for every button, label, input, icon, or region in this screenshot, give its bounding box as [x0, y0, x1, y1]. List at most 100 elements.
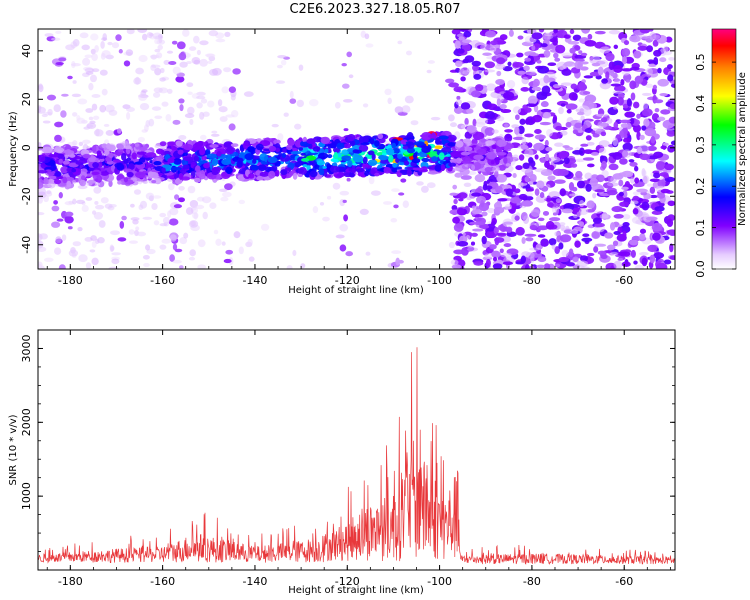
spectrogram-cell: [264, 166, 273, 173]
spectrogram-cell: [189, 249, 196, 257]
spectrogram-cell: [43, 195, 50, 203]
spectrogram-cell: [496, 173, 508, 183]
spectrogram-cell: [622, 214, 631, 220]
spectrogram-cell: [242, 141, 249, 150]
spectrogram-cell: [499, 34, 508, 41]
spectrogram-ylabel: Frequency (Hz): [8, 111, 19, 187]
spectrogram-cell: [448, 241, 455, 249]
spectrogram-cell: [612, 90, 624, 94]
spectrogram-cell: [639, 228, 647, 234]
spectrogram-cell: [669, 243, 674, 253]
spectrogram-cell: [622, 222, 630, 227]
spectrogram-cell: [543, 263, 551, 269]
spectrogram-cell: [58, 192, 63, 199]
spectrogram-cell: [524, 176, 530, 183]
spectrogram-cell: [604, 232, 614, 239]
spectrogram-cell: [564, 37, 572, 43]
spectrogram-cell: [84, 54, 93, 59]
spectrogram-cell: [629, 35, 641, 43]
spectrogram-cell: [664, 163, 675, 171]
spectrogram-cell: [579, 255, 589, 262]
spectrogram-cell: [317, 152, 329, 159]
spectrogram-cell: [334, 101, 341, 109]
spectrogram-cell: [669, 231, 675, 237]
spectrogram-cell: [485, 110, 496, 120]
spectrogram-cell: [294, 161, 302, 167]
spectrogram-cell: [621, 68, 633, 72]
spectrogram-cell: [481, 211, 488, 217]
spectrogram-cell: [355, 168, 365, 173]
spectrogram-cell: [534, 168, 547, 173]
spectrogram-cell: [654, 206, 665, 212]
spectrogram-cell: [666, 130, 675, 137]
spectrogram-cell: [670, 140, 675, 146]
spectrogram-cell: [405, 50, 413, 56]
spectrogram-cell: [213, 229, 219, 235]
spectrogram-cell: [657, 78, 669, 87]
spectrogram-cell: [578, 105, 590, 113]
spectrogram-cell: [559, 188, 567, 197]
spectrogram-cell: [392, 147, 400, 154]
spectrogram-cell: [294, 139, 303, 148]
spectrogram-cell: [421, 157, 430, 163]
spectrogram-cell: [225, 147, 235, 155]
x-tick-label: -60: [615, 575, 633, 588]
spectrogram-cell: [403, 160, 410, 166]
x-tick-label: -120: [335, 575, 360, 588]
spectrogram-xlabel: Height of straight line (km): [288, 285, 424, 296]
spectrogram-cell: [498, 164, 506, 171]
spectrogram-cell: [112, 159, 122, 163]
spectrogram-cell: [570, 83, 578, 90]
spectrogram-cell: [413, 147, 422, 152]
spectrogram-cell: [606, 189, 618, 196]
spectrogram-cell: [166, 50, 174, 54]
spectrogram-cell: [183, 156, 193, 162]
spectrogram-cell: [75, 161, 82, 165]
spectrogram-cell: [516, 52, 524, 58]
spectrogram-cell: [669, 103, 675, 110]
spectrogram-cell: [582, 157, 595, 161]
spectrogram-cell: [116, 128, 122, 134]
spectrogram-cell: [578, 98, 585, 103]
spectrogram-cell: [101, 143, 108, 149]
spectrogram-cell: [609, 96, 619, 105]
spectrogram-cell: [161, 238, 171, 244]
spectrogram-cell: [525, 70, 537, 76]
spectrogram-cell: [585, 183, 592, 192]
spectrogram-cell: [484, 140, 495, 146]
spectrogram-cell: [117, 237, 127, 242]
spectrogram-cell: [215, 38, 226, 43]
spectrogram-cell: [592, 217, 603, 224]
spectrogram-cell: [110, 230, 120, 236]
snr-series-line: [38, 347, 675, 565]
spectrogram-cell: [461, 160, 472, 164]
spectrogram-cell: [287, 138, 296, 146]
spectrogram-cell: [492, 166, 501, 173]
spectrogram-cell: [591, 130, 596, 135]
spectrogram-cell: [502, 261, 513, 266]
spectrogram-cell: [61, 93, 69, 97]
spectrogram-cell: [572, 150, 584, 155]
spectrogram-cell: [360, 142, 370, 146]
spectrogram-cell: [521, 236, 526, 245]
spectrogram-cell: [576, 211, 581, 217]
spectrogram-cell: [568, 91, 578, 101]
spectrogram-cell: [369, 137, 375, 145]
spectrogram-cell: [580, 143, 589, 147]
spectrogram-cell: [456, 48, 465, 54]
spectrogram-cell: [79, 179, 87, 187]
spectrogram-cell: [565, 103, 578, 110]
spectrogram-cell: [72, 241, 81, 247]
spectrogram-cell: [236, 160, 243, 168]
spectrogram-cell: [401, 105, 411, 114]
spectrogram-cell: [91, 171, 100, 176]
spectrogram-cell: [211, 170, 219, 176]
spectrogram-cell: [108, 109, 118, 116]
spectrogram-cell: [48, 154, 59, 158]
spectrogram-cell: [609, 222, 616, 231]
spectrogram-cell: [587, 33, 593, 40]
spectrogram-cell: [481, 235, 487, 245]
spectrogram-cell: [610, 72, 616, 77]
spectrogram-cell: [51, 221, 61, 228]
